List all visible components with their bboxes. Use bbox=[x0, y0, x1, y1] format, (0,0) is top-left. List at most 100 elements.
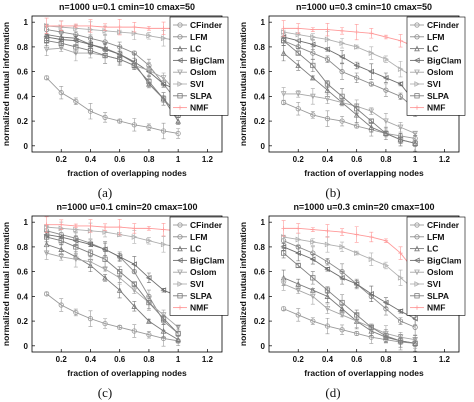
series-oslom bbox=[280, 87, 419, 137]
error-bar bbox=[369, 46, 374, 60]
error-bar bbox=[44, 35, 49, 46]
error-bar bbox=[383, 55, 388, 63]
error-bar bbox=[117, 266, 122, 277]
x-tick-label: 0.8 bbox=[380, 155, 392, 164]
caption-a: (a) bbox=[97, 185, 113, 200]
data-point-cfinder bbox=[117, 324, 123, 330]
error-bar bbox=[369, 285, 374, 302]
y-axis-label: normalized mutual information bbox=[1, 222, 11, 346]
legend-marker-nmf bbox=[414, 305, 420, 310]
error-bar bbox=[398, 61, 403, 78]
legend-marker-nmf bbox=[414, 105, 420, 110]
data-point-lfm bbox=[310, 50, 316, 56]
data-point-bigclam bbox=[131, 261, 137, 268]
chart-panel-4: n=1000 u=0.3 cmin=20 cmax=100 fraction of… bbox=[238, 202, 466, 378]
legend-label-cfinder: CFinder bbox=[427, 220, 460, 230]
error-bar bbox=[132, 256, 137, 273]
x-tick-label: 1.2 bbox=[439, 155, 451, 164]
data-point-nmf bbox=[146, 26, 152, 31]
data-point-svi bbox=[160, 241, 167, 248]
data-point-slpa bbox=[310, 62, 316, 69]
data-point-lfm bbox=[339, 69, 345, 75]
legend-label-lfm: LFM bbox=[427, 32, 444, 42]
data-point-oslom bbox=[87, 259, 94, 265]
data-point-nmf bbox=[339, 28, 345, 34]
series-line-bigclam bbox=[46, 234, 179, 297]
data-point-bigclam bbox=[145, 274, 152, 281]
error-bar bbox=[296, 308, 301, 322]
legend-marker-slpa bbox=[177, 293, 183, 299]
y-tick-label: 0.8 bbox=[254, 243, 266, 252]
error-bar bbox=[103, 112, 108, 123]
legend-marker-nmf bbox=[177, 105, 183, 110]
data-point-lfm bbox=[397, 93, 404, 99]
data-point-lc bbox=[116, 287, 123, 293]
data-point-oslom bbox=[160, 75, 167, 81]
data-point-slpa bbox=[58, 40, 64, 46]
legend-label-cfinder: CFinder bbox=[190, 20, 223, 30]
series-line-nmf bbox=[46, 224, 179, 232]
data-point-nmf bbox=[296, 26, 301, 31]
error-bar bbox=[340, 324, 345, 335]
data-point-cfinder bbox=[354, 330, 360, 337]
data-point-slpa bbox=[117, 269, 123, 275]
legend-box bbox=[406, 16, 466, 116]
data-point-svi bbox=[146, 237, 153, 244]
data-point-slpa bbox=[354, 106, 360, 112]
error-bar bbox=[59, 298, 64, 312]
y-tick-label: 0.4 bbox=[17, 92, 29, 101]
chart-title: n=1000 u=0.3 cmin=20 cmax=100 bbox=[293, 202, 434, 212]
data-point-bigclam bbox=[160, 287, 167, 294]
series-line-oslom bbox=[46, 252, 179, 328]
legend-label-lfm: LFM bbox=[427, 232, 444, 242]
data-point-svi bbox=[73, 226, 79, 233]
data-point-slpa bbox=[354, 312, 360, 318]
x-axis-label: fraction of overlapping nodes bbox=[67, 368, 187, 378]
x-axis-label: fraction of overlapping nodes bbox=[304, 168, 424, 178]
legend-marker-svi bbox=[177, 281, 184, 287]
error-bar bbox=[310, 271, 315, 285]
data-point-nmf bbox=[73, 223, 79, 229]
data-point-nmf bbox=[44, 23, 49, 29]
y-tick-label: 1 bbox=[24, 218, 29, 227]
error-bar bbox=[325, 110, 330, 127]
series-cfinder bbox=[44, 75, 181, 140]
legend-marker-oslom bbox=[414, 69, 420, 76]
data-point-nmf bbox=[398, 38, 403, 43]
series-line-oslom bbox=[283, 93, 416, 134]
legend-label-lfm: LFM bbox=[190, 232, 207, 242]
data-point-oslom bbox=[397, 334, 404, 341]
y-tick-label: 0 bbox=[261, 142, 266, 151]
data-point-slpa bbox=[412, 140, 418, 146]
legend-label-lc: LC bbox=[190, 44, 201, 54]
x-tick-label: 0.6 bbox=[351, 355, 363, 364]
data-point-cfinder bbox=[310, 112, 316, 118]
legend-label-svi: SVI bbox=[190, 79, 204, 89]
series-cfinder bbox=[281, 306, 418, 351]
data-point-oslom bbox=[309, 293, 316, 300]
data-point-cfinder bbox=[131, 122, 137, 128]
series-line-nmf bbox=[283, 27, 416, 48]
series-line-lc bbox=[283, 277, 416, 344]
series-line-lfm bbox=[283, 40, 416, 110]
series-line-oslom bbox=[283, 283, 416, 341]
series-line-svi bbox=[283, 236, 416, 291]
data-point-slpa bbox=[131, 62, 137, 69]
y-tick-label: 0.8 bbox=[254, 43, 266, 52]
data-point-slpa bbox=[175, 330, 181, 337]
error-bar bbox=[176, 128, 181, 139]
series-nmf bbox=[44, 216, 181, 237]
error-bar bbox=[369, 63, 374, 80]
error-bar bbox=[310, 33, 315, 41]
x-tick-label: 1 bbox=[413, 155, 418, 164]
data-point-lfm bbox=[383, 87, 389, 93]
error-bar bbox=[310, 58, 315, 73]
data-point-cfinder bbox=[131, 328, 137, 334]
legend-label-nmf: NMF bbox=[427, 103, 445, 113]
data-point-cfinder bbox=[339, 118, 345, 124]
data-point-lc bbox=[175, 117, 182, 124]
chart-title: n=1000 u=0.3 cmin=10 cmax=50 bbox=[296, 2, 432, 12]
